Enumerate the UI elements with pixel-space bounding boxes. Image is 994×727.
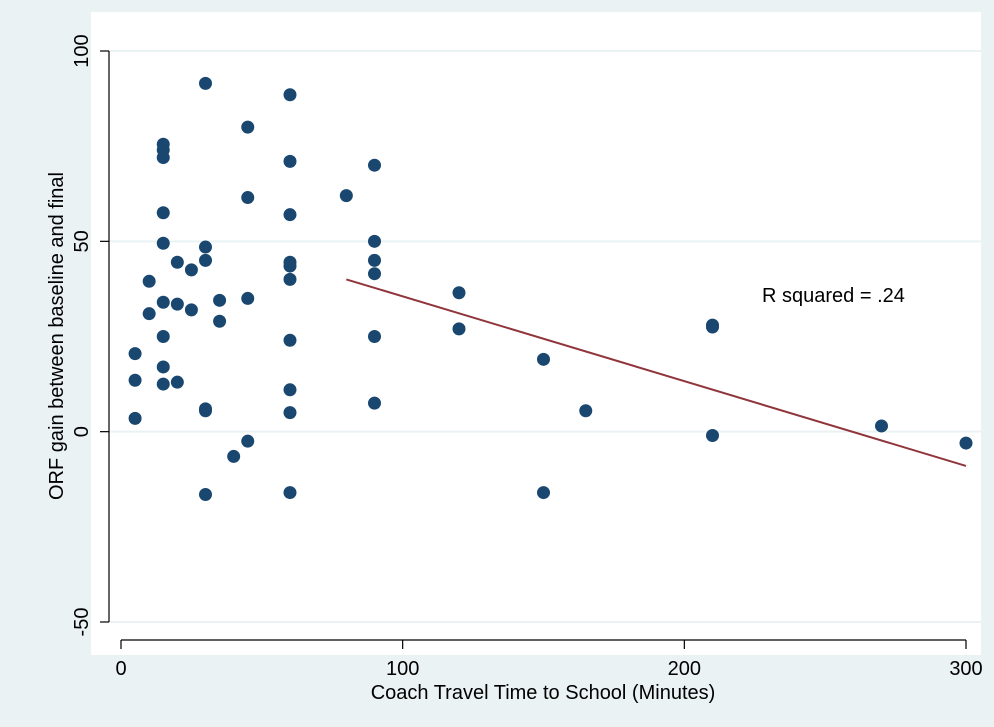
x-axis-label: Coach Travel Time to School (Minutes) [371, 682, 716, 704]
data-point [283, 272, 297, 286]
axes [108, 51, 966, 641]
data-point [199, 487, 212, 501]
x-tick-label: 0 [115, 658, 126, 680]
data-point [368, 253, 381, 267]
x-tick-label: 100 [386, 658, 419, 680]
data-point [452, 286, 466, 300]
y-tick-label: 0 [71, 426, 93, 437]
data-point [170, 255, 184, 269]
grid-lines [109, 50, 981, 623]
data-point [283, 154, 297, 168]
plot-area [91, 12, 981, 655]
data-point [339, 189, 353, 203]
data-point [241, 191, 255, 205]
fit-line-group [346, 278, 967, 467]
data-point [156, 206, 170, 220]
data-point [537, 486, 550, 500]
data-point [156, 377, 170, 391]
y-axis-label: ORF gain between baseline and final [46, 172, 68, 500]
data-point [706, 320, 719, 334]
data-point [170, 375, 184, 389]
data-point [283, 406, 297, 420]
data-point [241, 291, 255, 305]
data-point [213, 314, 227, 328]
data-point [959, 436, 973, 450]
data-point [368, 158, 381, 172]
data-point [156, 236, 170, 250]
data-point [706, 428, 719, 442]
data-point [283, 208, 297, 222]
data-point [227, 449, 241, 463]
data-point [241, 434, 255, 448]
data-point [128, 411, 142, 425]
data-point [368, 330, 381, 343]
data-point [283, 486, 297, 500]
scatter-points [128, 76, 973, 501]
data-point [875, 419, 888, 433]
fit-line [346, 278, 967, 467]
data-point [368, 234, 381, 248]
data-point [579, 404, 593, 418]
y-tick-label: -50 [71, 608, 93, 637]
data-point [184, 263, 198, 277]
data-point [199, 404, 212, 418]
data-point [241, 120, 255, 134]
data-point [199, 240, 212, 254]
data-point [283, 383, 297, 397]
data-point [170, 297, 184, 311]
data-point [452, 322, 466, 336]
data-point [128, 373, 142, 387]
y-tick-label: 50 [71, 230, 93, 252]
data-point [283, 333, 297, 347]
data-point [142, 307, 156, 321]
annotation-r-squared: R squared = .24 [762, 285, 905, 307]
data-point [368, 267, 381, 281]
data-point [199, 253, 212, 267]
data-point [156, 295, 170, 309]
data-point [213, 293, 227, 307]
data-point [156, 360, 170, 374]
data-point [156, 330, 170, 343]
data-point [283, 259, 297, 273]
data-point [184, 303, 198, 317]
data-point [128, 347, 142, 361]
data-point [368, 396, 381, 410]
x-tick-label: 300 [949, 658, 982, 680]
data-point [142, 274, 156, 288]
data-point [199, 76, 212, 90]
y-tick-label: 100 [71, 34, 93, 67]
data-point [156, 151, 170, 165]
data-point [537, 352, 550, 366]
ticks: -50 0 50 100 0 100 200 300 [71, 34, 983, 680]
data-point [283, 88, 297, 102]
x-tick-label: 200 [668, 658, 701, 680]
